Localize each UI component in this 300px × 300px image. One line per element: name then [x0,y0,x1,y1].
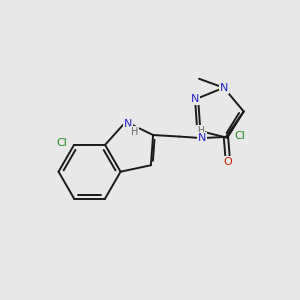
Text: H: H [131,127,138,137]
Text: O: O [224,157,233,167]
Text: Cl: Cl [57,138,68,148]
Text: N: N [198,133,206,143]
Text: H: H [197,126,204,135]
Text: Cl: Cl [235,131,246,141]
Text: N: N [191,94,199,104]
Text: N: N [124,119,133,129]
Text: N: N [220,83,228,93]
